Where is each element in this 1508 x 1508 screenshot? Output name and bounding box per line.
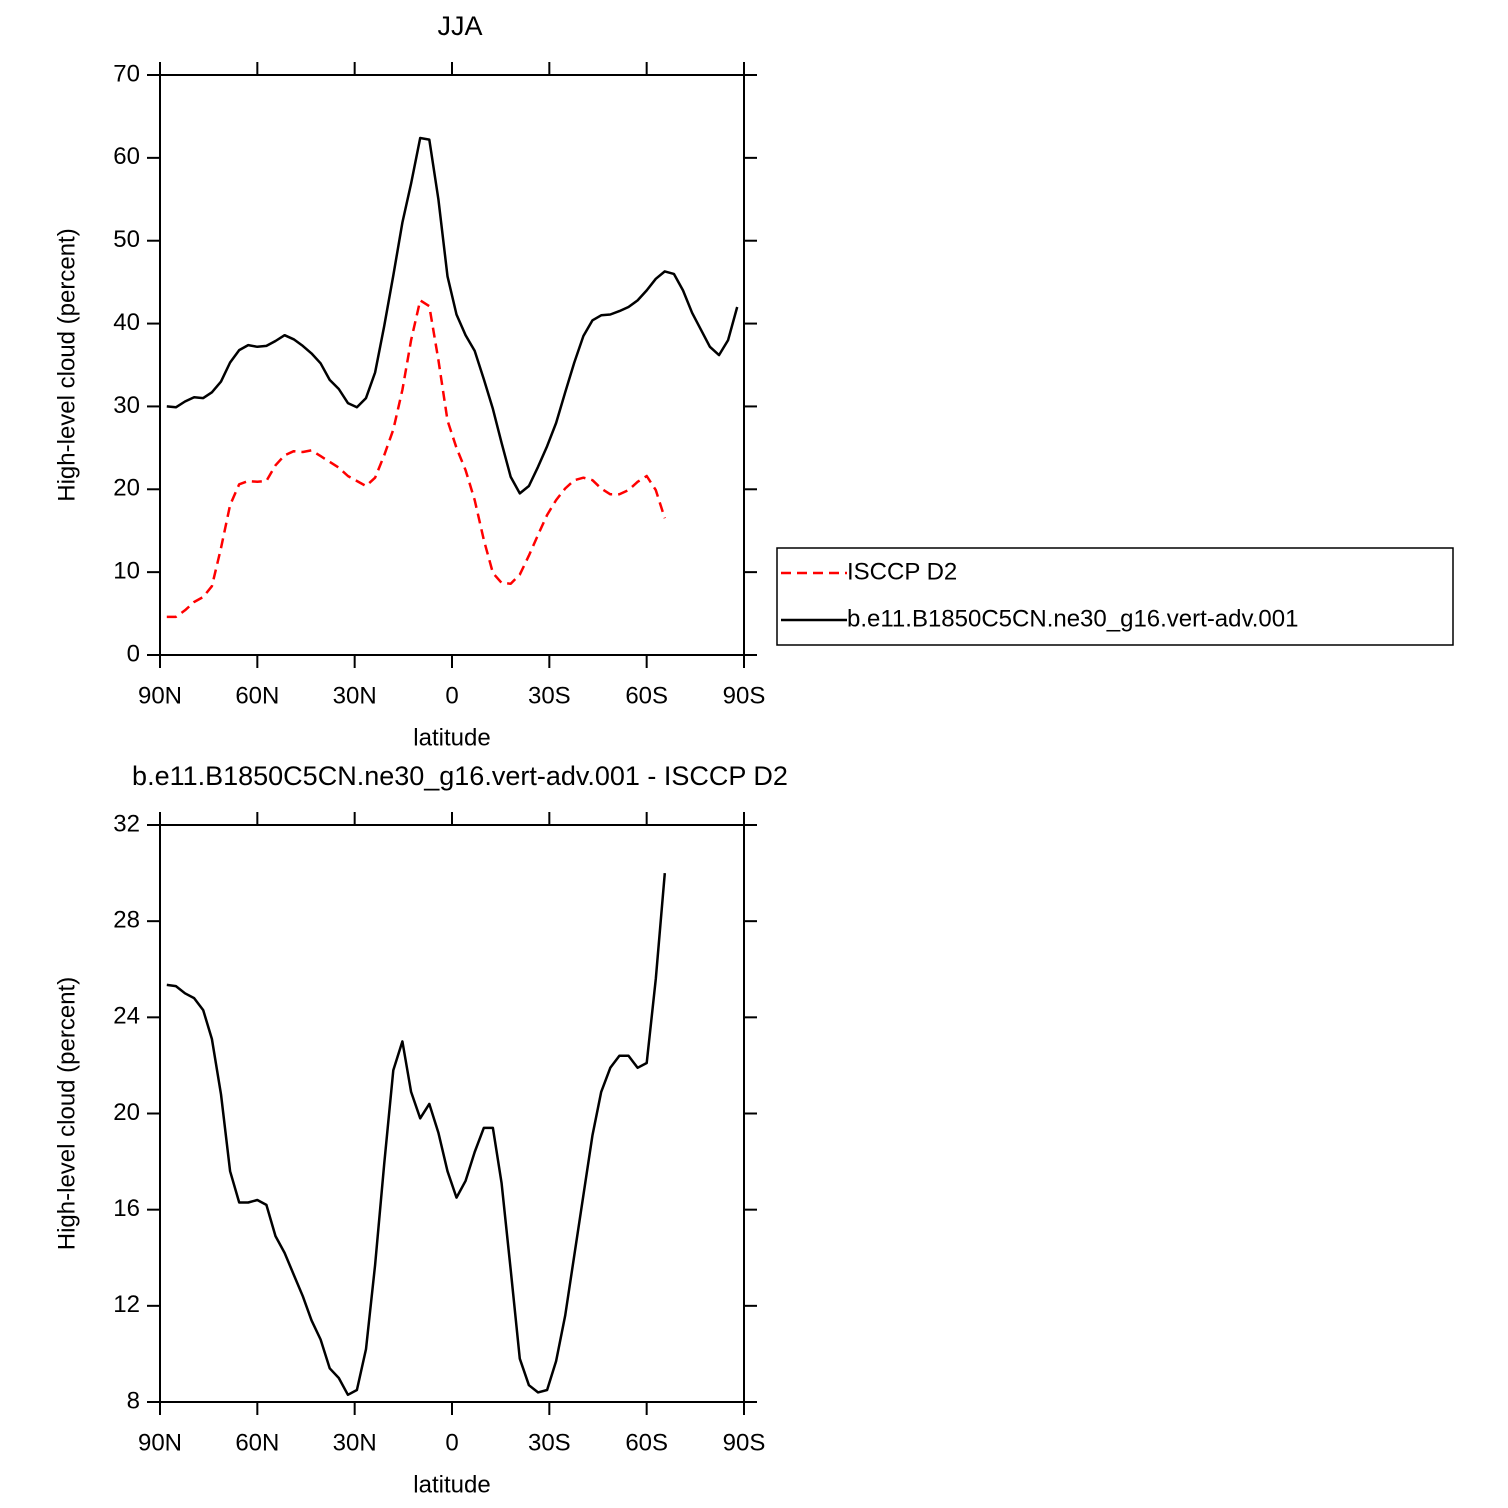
x-tick-label: 60S [625, 682, 668, 709]
y-tick-label: 28 [113, 907, 140, 934]
y-tick-label: 20 [113, 1099, 140, 1126]
y-axis-label: High-level cloud (percent) [53, 977, 80, 1250]
x-tick-label: 60N [235, 682, 279, 709]
y-tick-label: 20 [113, 475, 140, 502]
data-line [166, 136, 739, 495]
x-tick-label: 0 [445, 682, 458, 709]
x-tick-label: 60N [235, 1429, 279, 1456]
x-tick-label: 90N [138, 1429, 182, 1456]
y-tick-label: 10 [113, 557, 140, 584]
y-tick-label: 12 [113, 1291, 140, 1318]
y-axis-label: High-level cloud (percent) [53, 228, 80, 501]
y-tick-label: 40 [113, 309, 140, 336]
chart-title: b.e11.B1850C5CN.ne30_g16.vert-adv.001 - … [132, 761, 788, 791]
plot-frame [159, 824, 745, 1403]
data-line [166, 872, 667, 1397]
y-tick-label: 50 [113, 226, 140, 253]
x-tick-label: 30S [528, 1429, 571, 1456]
legend-label: ISCCP D2 [847, 558, 957, 585]
x-tick-label: 0 [445, 1429, 458, 1456]
plot-frame [159, 74, 745, 656]
x-tick-label: 30N [333, 682, 377, 709]
x-tick-label: 90S [723, 1429, 766, 1456]
chart-title: JJA [437, 11, 482, 41]
x-tick-label: 30N [333, 1429, 377, 1456]
y-tick-label: 32 [113, 810, 140, 837]
y-tick-label: 8 [127, 1387, 140, 1414]
x-tick-label: 60S [625, 1429, 668, 1456]
legend-label: b.e11.B1850C5CN.ne30_g16.vert-adv.001 [847, 605, 1298, 632]
x-axis-label: latitude [413, 1471, 490, 1498]
y-tick-label: 24 [113, 1003, 140, 1030]
y-tick-label: 60 [113, 143, 140, 170]
y-tick-label: 16 [113, 1195, 140, 1222]
legend-box [776, 547, 1454, 646]
y-tick-label: 30 [113, 392, 140, 419]
y-tick-label: 0 [127, 640, 140, 667]
x-tick-label: 90S [723, 682, 766, 709]
data-line [166, 299, 666, 619]
x-tick-label: 90N [138, 682, 182, 709]
y-tick-label: 70 [113, 60, 140, 87]
x-axis-label: latitude [413, 724, 490, 751]
x-tick-label: 30S [528, 682, 571, 709]
